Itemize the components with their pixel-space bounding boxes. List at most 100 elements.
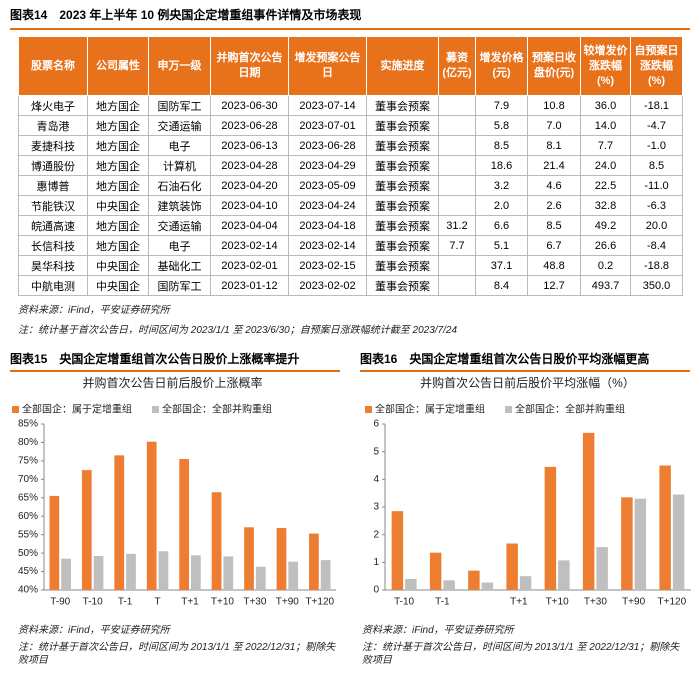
bar: [320, 560, 331, 590]
table-cell: 地方国企: [87, 235, 149, 256]
table-row: 青岛港 地方国企 交通运输 2023-06-28 2023-07-01 董事会预案 5.8 7…: [18, 115, 683, 136]
header-cell: 自预案日涨跌幅(%): [630, 36, 683, 96]
table-cell: 5.8: [475, 115, 528, 136]
bar: [405, 578, 417, 590]
table-cell: 电子: [148, 135, 211, 156]
y-tick-label: 70%: [18, 474, 38, 485]
table-cell: 交通运输: [148, 115, 211, 136]
y-tick-label: 6: [373, 419, 379, 430]
table-cell: 董事会预案: [366, 275, 439, 296]
table-cell: 地方国企: [87, 95, 149, 116]
header-cell: 募资(亿元): [438, 36, 476, 96]
figure-title: 图表16 央国企定增重组首次公告日股价平均涨幅更高: [360, 350, 690, 372]
table-cell: [438, 275, 476, 296]
x-tick-label: T+10: [211, 597, 235, 608]
bar: [429, 552, 442, 590]
x-tick-label: T+30: [243, 597, 267, 608]
table-cell: -18.8: [630, 255, 683, 276]
bar: [309, 533, 319, 590]
y-tick-label: 1: [373, 557, 379, 568]
header-cell: 实施进度: [366, 36, 439, 96]
table-cell: 6.6: [475, 215, 528, 236]
table-cell: 493.7: [580, 275, 631, 296]
chart-title: 并购首次公告日前后股价平均涨幅（%）: [420, 375, 635, 390]
table-cell: 2023-02-15: [288, 255, 367, 276]
table-cell: 12.7: [527, 275, 581, 296]
bar: [49, 495, 60, 590]
table-cell: 18.6: [475, 155, 528, 176]
table-cell: 8.1: [527, 135, 581, 156]
y-tick-label: 50%: [18, 548, 38, 559]
bar: [468, 570, 480, 590]
x-tick-label: T+120: [305, 597, 334, 608]
table-cell: 石油石化: [148, 175, 211, 196]
table-body: 烽火电子 地方国企 国防军工 2023-06-30 2023-07-14 董事会预案 7.9…: [18, 95, 683, 296]
y-tick-label: 55%: [18, 529, 38, 540]
table-cell: 3.2: [475, 175, 528, 196]
bar: [519, 576, 532, 590]
table-cell: 中央国企: [87, 195, 149, 216]
bar: [255, 566, 266, 590]
x-tick-label: T+10: [546, 597, 570, 608]
x-tick-label: T-10: [394, 597, 414, 608]
table-cell: 交通运输: [148, 215, 211, 236]
table-cell: 地方国企: [87, 115, 149, 136]
bar: [558, 560, 570, 590]
table-cell: -4.7: [630, 115, 683, 136]
table-cell: 2023-06-30: [210, 95, 289, 116]
bar: [158, 551, 169, 590]
table-cell: [438, 175, 476, 196]
table-cell: 董事会预案: [366, 175, 439, 196]
table-cell: 22.5: [580, 175, 631, 196]
table-row: 惠博普 地方国企 石油石化 2023-04-20 2023-05-09 董事会预案 3.2 4…: [18, 175, 683, 196]
table-cell: [438, 95, 476, 116]
table-cell: 2023-07-14: [288, 95, 367, 116]
legend-swatch: [12, 406, 19, 413]
table-cell: 昊华科技: [18, 255, 88, 276]
x-tick-label: T-90: [50, 597, 70, 608]
y-tick-label: 2: [373, 529, 379, 540]
table-cell: 2023-02-01: [210, 255, 289, 276]
x-tick-label: T+30: [584, 597, 608, 608]
x-tick-label: T+1: [181, 597, 199, 608]
table-cell: 48.8: [527, 255, 581, 276]
bar: [544, 466, 557, 590]
table-cell: 博通股份: [18, 155, 88, 176]
header-cell: 较增发价涨跌幅(%): [580, 36, 631, 96]
table-cell: 董事会预案: [366, 115, 439, 136]
table-cell: 长信科技: [18, 235, 88, 256]
table-cell: 8.5: [475, 135, 528, 156]
table-row: 烽火电子 地方国企 国防军工 2023-06-30 2023-07-14 董事会预案 7.9…: [18, 95, 683, 116]
table-cell: 国防军工: [148, 95, 211, 116]
table-cell: 董事会预案: [366, 255, 439, 276]
table-cell: 基础化工: [148, 255, 211, 276]
table-cell: 8.4: [475, 275, 528, 296]
source: 资料来源：iFind，平安证券研究所: [18, 625, 170, 636]
table-cell: 2023-07-01: [288, 115, 367, 136]
table-cell: 2023-05-09: [288, 175, 367, 196]
bar: [61, 558, 71, 590]
bar: [634, 498, 647, 590]
note: 注：统计基于首次公告日，时间区间为 2013/1/1 至 2022/12/31；…: [18, 642, 336, 666]
table-cell: 烽火电子: [18, 95, 88, 116]
bar: [506, 543, 518, 590]
bar: [126, 553, 136, 590]
bar: [659, 465, 671, 590]
table-cell: 2023-01-12: [210, 275, 289, 296]
y-tick-label: 80%: [18, 437, 38, 448]
bar: [244, 527, 254, 590]
table-cell: 2023-02-14: [288, 235, 367, 256]
table-cell: 2023-02-14: [210, 235, 289, 256]
y-tick-label: 4: [373, 474, 379, 485]
legend-label: 全部国企：属于定增重组: [375, 403, 485, 416]
table-cell: 中央国企: [87, 255, 149, 276]
table-cell: 计算机: [148, 155, 211, 176]
table-cell: 2023-04-04: [210, 215, 289, 236]
table-cell: 2023-02-02: [288, 275, 367, 296]
x-tick-label: T-1: [118, 597, 133, 608]
table-cell: 36.0: [580, 95, 631, 116]
header-cell: 并购首次公告日期: [210, 36, 289, 96]
y-tick-label: 60%: [18, 511, 38, 522]
table-cell: 地方国企: [87, 175, 149, 196]
